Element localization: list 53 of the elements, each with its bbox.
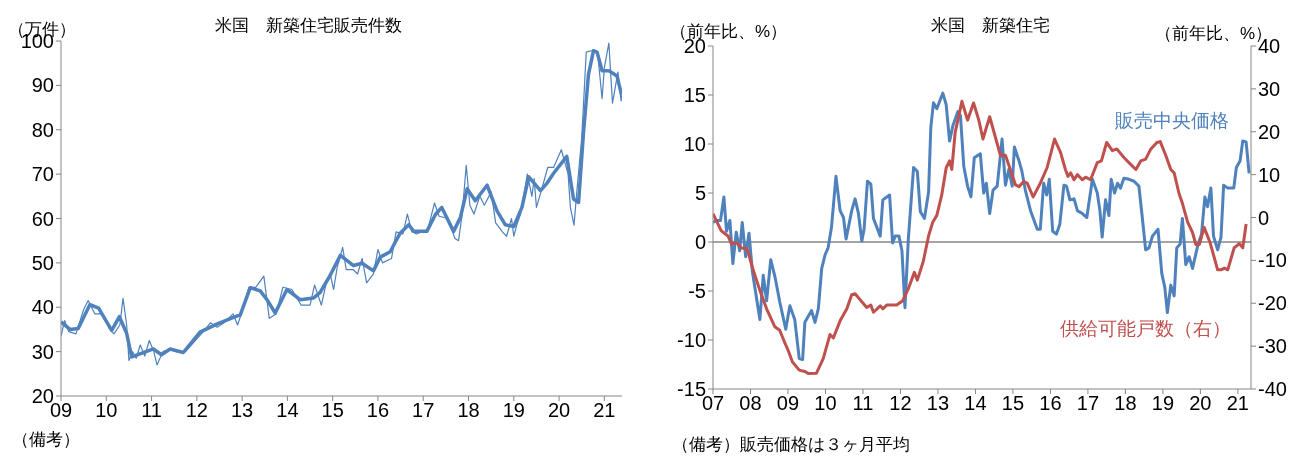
x-tick-label: 20 bbox=[547, 399, 571, 422]
y-tick-label: 5 bbox=[694, 182, 706, 205]
y-tick-label: 10 bbox=[683, 133, 706, 156]
y-tick-label: 0 bbox=[694, 231, 706, 254]
x-tick-label: 10 bbox=[95, 399, 118, 422]
x-tick-label: 16 bbox=[1039, 392, 1062, 415]
y-tick-label: 70 bbox=[31, 163, 54, 186]
x-tick-label: 15 bbox=[321, 399, 344, 422]
x-tick-label: 18 bbox=[1114, 392, 1137, 415]
x-tick-label: 10 bbox=[814, 392, 837, 415]
x-tick-label: 20 bbox=[1189, 392, 1212, 415]
x-tick-label: 11 bbox=[852, 392, 874, 415]
y-tick-label: 30 bbox=[31, 340, 54, 363]
text: （備考） bbox=[12, 429, 80, 451]
text: （備考）販売価格は３ヶ月平均 bbox=[672, 434, 910, 456]
chart-title: 米国 新築住宅販売件数 bbox=[213, 15, 403, 37]
y-tick-label: 40 bbox=[31, 296, 54, 319]
x-tick-label: 11 bbox=[141, 399, 162, 422]
x-tick-label: 13 bbox=[926, 392, 950, 415]
x-tick-label: 14 bbox=[276, 399, 299, 422]
x-tick-label: 13 bbox=[230, 399, 254, 422]
y2-tick-label: 10 bbox=[1258, 163, 1281, 186]
x-tick-label: 17 bbox=[1076, 392, 1100, 415]
y2-tick-label: 0 bbox=[1258, 206, 1270, 229]
y-tick-label: 60 bbox=[31, 207, 54, 230]
y-tick-label: -5 bbox=[688, 280, 706, 303]
x-tick-label: 21 bbox=[593, 399, 616, 422]
y-tick-label: 90 bbox=[31, 74, 54, 97]
y-tick-label: 15 bbox=[683, 84, 706, 107]
x-tick-label: 12 bbox=[185, 399, 208, 422]
x-tick-label: 14 bbox=[964, 392, 987, 415]
x-tick-label: 12 bbox=[889, 392, 912, 415]
text: 供給可能戸数（右） bbox=[1060, 317, 1231, 341]
x-tick-label: 19 bbox=[502, 399, 525, 422]
y2-tick-label: -20 bbox=[1258, 292, 1287, 315]
x-tick-label: 15 bbox=[1001, 392, 1025, 415]
y-tick-label: 80 bbox=[31, 118, 54, 141]
y2-tick-label: 20 bbox=[1258, 120, 1281, 143]
x-tick-label: 19 bbox=[1151, 392, 1175, 415]
x-tick-label: 18 bbox=[457, 399, 480, 422]
y2-tick-label: -30 bbox=[1258, 335, 1287, 358]
y2-tick-label: 30 bbox=[1258, 77, 1281, 100]
y2-tick-label: -10 bbox=[1258, 249, 1287, 272]
x-tick-label: 16 bbox=[366, 399, 390, 422]
y2-tick-label: -40 bbox=[1258, 378, 1287, 401]
series-label: 販売中央価格 bbox=[1115, 109, 1229, 133]
x-tick-label: 17 bbox=[412, 399, 435, 422]
x-tick-label: 09 bbox=[776, 392, 800, 415]
x-tick-label: 21 bbox=[1226, 392, 1249, 415]
chart-title: 米国 新築住宅 bbox=[930, 16, 1050, 35]
y-tick-label: 50 bbox=[31, 251, 54, 274]
y-tick-label: -10 bbox=[677, 329, 706, 352]
x-tick-label: 08 bbox=[739, 392, 762, 415]
